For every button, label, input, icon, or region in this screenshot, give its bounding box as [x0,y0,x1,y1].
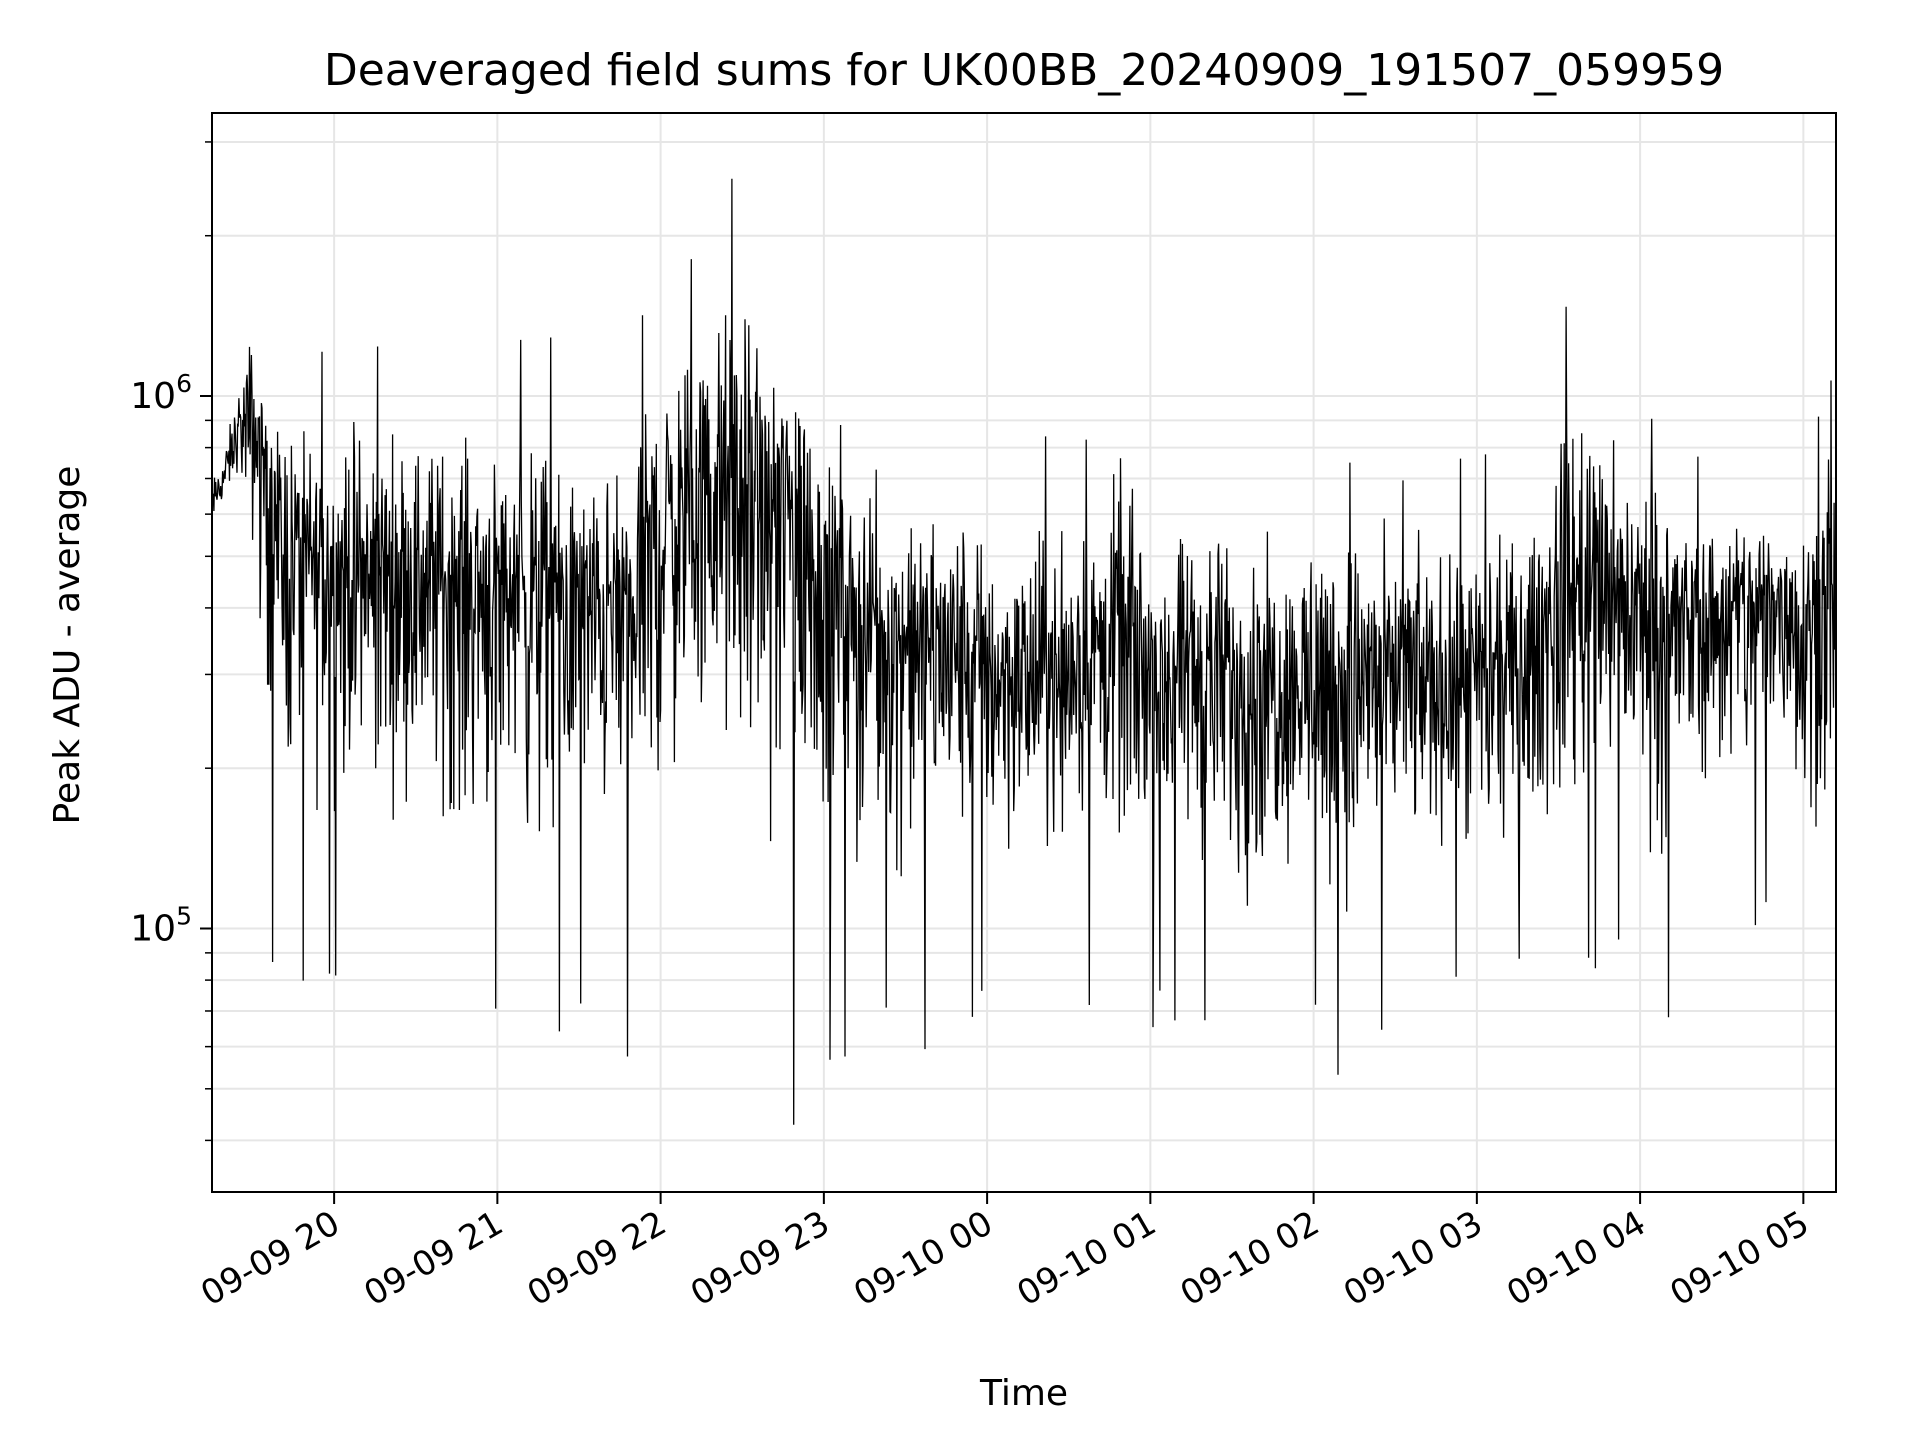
y-axis-label: Peak ADU - average [47,466,88,825]
x-axis-label: Time [979,1373,1068,1414]
series-line [211,178,1837,1125]
chart-title: Deaveraged field sums for UK00BB_2024090… [324,45,1724,96]
y-tick-label: 105 [130,901,192,949]
axes-frame [211,112,1837,1193]
y-tick-label: 106 [130,369,192,417]
series-layer [211,178,1837,1125]
